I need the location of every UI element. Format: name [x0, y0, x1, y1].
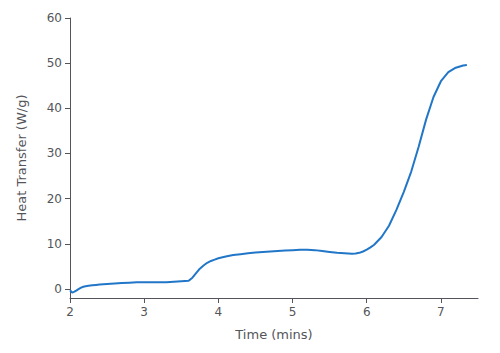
svg-text:7: 7: [437, 305, 445, 319]
svg-text:20: 20: [47, 192, 62, 206]
svg-text:4: 4: [215, 305, 223, 319]
svg-text:Heat Transfer (W/g): Heat Transfer (W/g): [14, 94, 29, 221]
svg-text:2: 2: [66, 305, 74, 319]
svg-text:30: 30: [47, 146, 62, 160]
svg-text:5: 5: [289, 305, 297, 319]
svg-text:60: 60: [47, 11, 62, 25]
svg-text:3: 3: [140, 305, 148, 319]
svg-text:6: 6: [363, 305, 371, 319]
svg-text:50: 50: [47, 56, 62, 70]
svg-text:10: 10: [47, 237, 62, 251]
svg-text:0: 0: [54, 282, 62, 296]
svg-text:40: 40: [47, 101, 62, 115]
svg-text:Time (mins): Time (mins): [234, 327, 312, 342]
